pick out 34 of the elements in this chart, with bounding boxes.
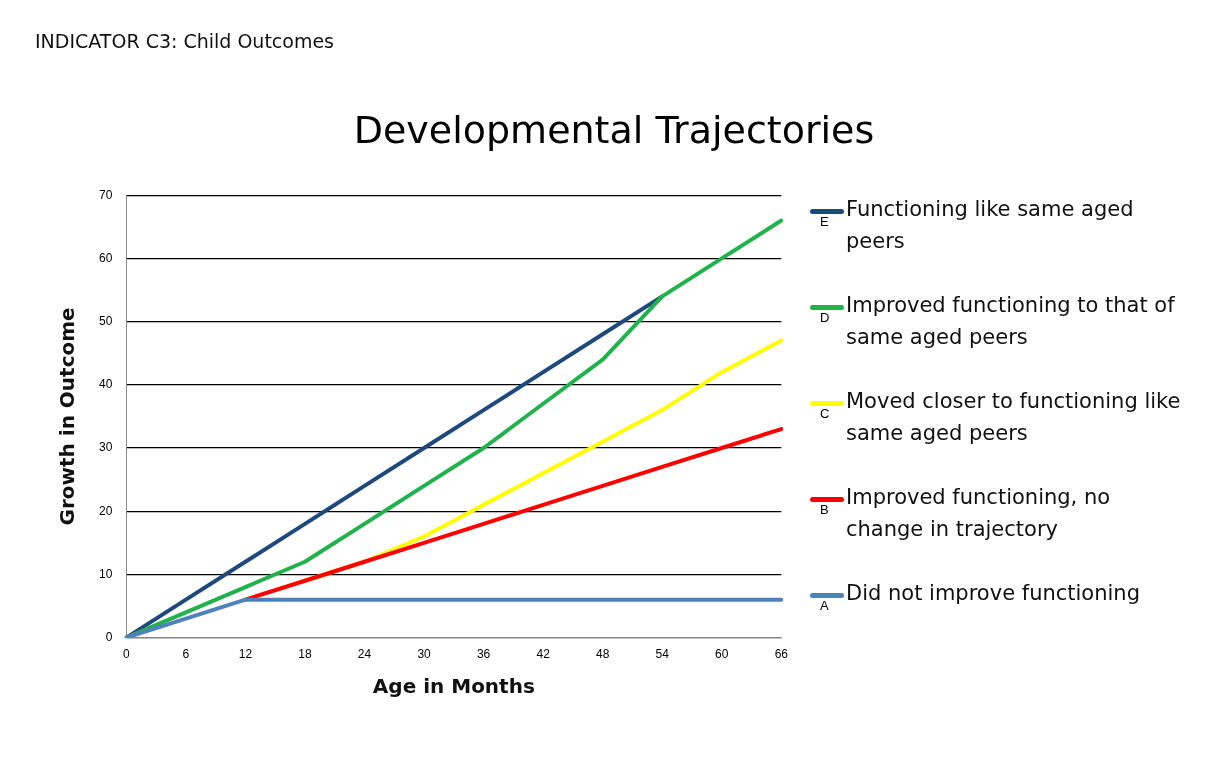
legend-label: Improved functioning, no change in trajectory bbox=[846, 484, 1112, 543]
x-tick-label: 12 bbox=[238, 647, 253, 662]
legend-label: Functioning like same aged peers bbox=[846, 196, 1135, 255]
x-tick-label: 6 bbox=[182, 647, 190, 662]
legend-label: Improved functioning to that of same aged peers bbox=[846, 292, 1176, 351]
chart-subtitle: INDICATOR C3: Child Outcomes bbox=[35, 30, 335, 52]
x-tick-label: 60 bbox=[715, 647, 729, 662]
y-tick-label: 10 bbox=[98, 566, 113, 581]
legend-label: Moved closer to functioning like same aged peers bbox=[846, 388, 1182, 447]
x-tick-label: 30 bbox=[417, 647, 432, 662]
y-tick-label: 40 bbox=[98, 377, 113, 392]
x-tick-label: 24 bbox=[357, 647, 372, 662]
x-tick-label: 54 bbox=[655, 647, 670, 662]
y-tick-label: 20 bbox=[98, 503, 113, 518]
chart-title: Developmental Trajectories bbox=[352, 108, 876, 152]
x-tick-label: 0 bbox=[123, 647, 130, 662]
text: A bbox=[820, 598, 829, 613]
y-tick-label: 70 bbox=[98, 187, 113, 202]
text: E bbox=[820, 214, 829, 229]
text: D bbox=[820, 310, 830, 325]
x-axis-title: Age in Months bbox=[372, 674, 535, 699]
x-tick-label: 36 bbox=[476, 647, 491, 662]
x-tick-label: 18 bbox=[298, 647, 312, 662]
x-tick-label: 42 bbox=[536, 647, 551, 662]
legend-label: Did not improve functioning bbox=[846, 580, 1141, 607]
y-tick-label: 50 bbox=[98, 313, 113, 328]
y-axis-title: Growth in Outcome bbox=[55, 307, 80, 526]
text: B bbox=[820, 502, 829, 517]
x-tick-label: 48 bbox=[596, 647, 610, 662]
y-tick-label: 0 bbox=[105, 629, 113, 644]
y-tick-label: 60 bbox=[98, 250, 113, 265]
x-tick-label: 66 bbox=[774, 647, 789, 662]
y-tick-label: 30 bbox=[98, 440, 113, 455]
text: C bbox=[820, 406, 830, 421]
